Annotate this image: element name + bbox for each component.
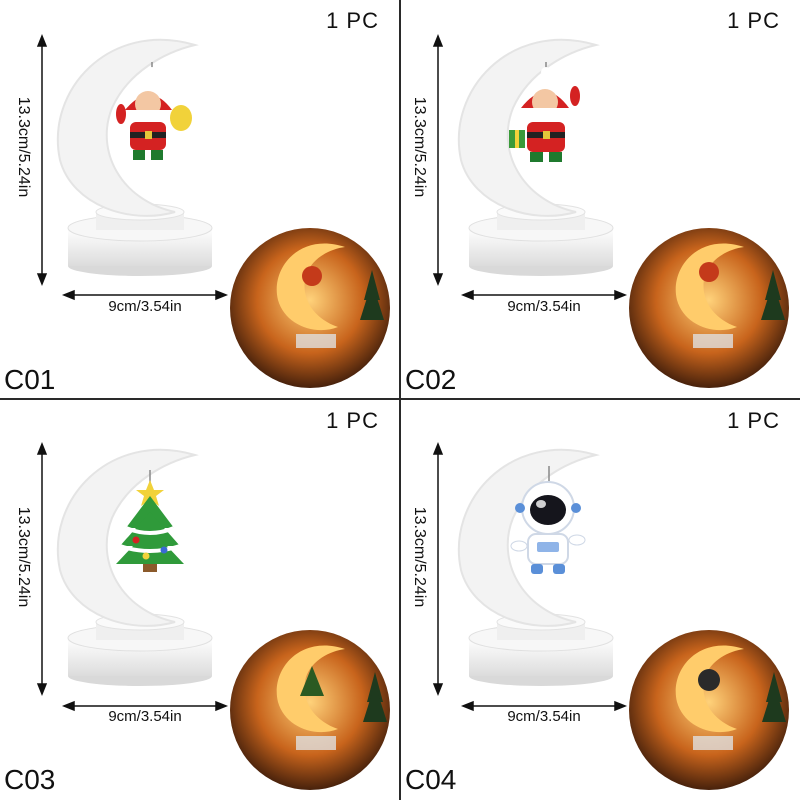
variant-card-c02[interactable]: 1 PC 13.3cm/5.24in 9cm/3.54in C02: [401, 0, 800, 398]
width-dimension-arrow: [61, 289, 229, 301]
width-label: 9cm/3.54in: [108, 298, 182, 315]
astronaut-icon: [510, 466, 586, 574]
lamp-base: [67, 613, 213, 686]
height-dimension-arrow: [432, 33, 444, 287]
christmas-tree-icon: [116, 470, 184, 572]
moon-lamp-illustration: [432, 33, 789, 388]
quantity-label: 1 PC: [326, 8, 379, 33]
lamp-base: [468, 203, 614, 276]
variant-code: C01: [4, 364, 56, 395]
width-dimension-arrow: [460, 700, 628, 712]
crescent-moon: [57, 38, 199, 217]
quantity-label: 1 PC: [727, 8, 780, 33]
lit-lamp-photo: [629, 228, 789, 388]
lamp-base: [468, 613, 614, 686]
lit-lamp-photo: [230, 630, 390, 790]
variant-code: C03: [4, 764, 56, 795]
height-dimension-arrow: [36, 33, 48, 287]
width-label: 9cm/3.54in: [108, 708, 182, 725]
width-label: 9cm/3.54in: [507, 708, 581, 725]
variant-code: C04: [405, 764, 457, 795]
quantity-label: 1 PC: [727, 408, 780, 433]
lit-lamp-photo: [230, 228, 390, 388]
lit-lamp-photo: [629, 630, 789, 790]
variant-code: C02: [405, 364, 457, 395]
moon-lamp-illustration: [36, 33, 390, 388]
variant-card-c03[interactable]: 1 PC 13.3cm/5.24in 9cm/3.54in C03: [0, 400, 399, 798]
height-label: 13.3cm/5.24in: [411, 96, 428, 198]
grid-divider-horizontal: [0, 398, 800, 400]
height-label: 13.3cm/5.24in: [411, 506, 428, 608]
height-label: 13.3cm/5.24in: [15, 96, 32, 198]
width-dimension-arrow: [460, 289, 628, 301]
variant-card-c04[interactable]: 1 PC 13.3cm/5.24in 9cm/3.54in C04: [401, 400, 800, 798]
quantity-label: 1 PC: [326, 408, 379, 433]
height-dimension-arrow: [432, 441, 444, 697]
crescent-moon: [57, 448, 199, 627]
moon-lamp-illustration: [36, 441, 390, 790]
height-dimension-arrow: [36, 441, 48, 697]
grid-divider-vertical: [399, 0, 401, 800]
santa-gift-icon: [509, 62, 580, 162]
santa-bag-icon: [116, 62, 192, 160]
crescent-moon: [458, 38, 600, 217]
width-dimension-arrow: [61, 700, 229, 712]
variant-card-c01[interactable]: 1 PC 13.3cm/5.24in 9cm/3.54in C01: [0, 0, 399, 398]
height-label: 13.3cm/5.24in: [15, 506, 32, 608]
width-label: 9cm/3.54in: [507, 298, 581, 315]
moon-lamp-illustration: [432, 441, 789, 790]
lamp-base: [67, 203, 213, 276]
